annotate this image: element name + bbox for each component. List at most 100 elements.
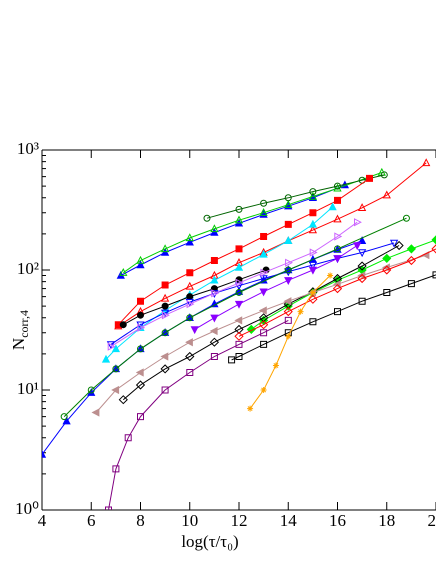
marker — [161, 386, 169, 394]
marker — [260, 268, 269, 277]
series-line — [42, 240, 363, 455]
marker — [308, 219, 318, 228]
marker — [235, 205, 243, 213]
x-tick-label: 8 — [136, 511, 145, 530]
marker — [210, 299, 219, 308]
marker — [135, 380, 146, 390]
marker — [309, 289, 316, 296]
marker — [389, 239, 399, 248]
x-tick-label: 20 — [428, 511, 436, 530]
series-line — [238, 248, 436, 337]
marker — [259, 249, 268, 258]
marker — [118, 395, 128, 405]
marker — [161, 281, 169, 289]
marker — [354, 218, 362, 227]
marker — [431, 244, 436, 254]
marker — [308, 266, 318, 275]
marker — [105, 506, 112, 510]
marker — [394, 240, 404, 251]
marker — [210, 275, 219, 284]
marker — [211, 289, 220, 298]
marker — [334, 196, 341, 204]
marker — [190, 326, 199, 335]
marker — [309, 188, 317, 196]
marker — [260, 340, 268, 348]
marker — [357, 261, 367, 271]
marker — [161, 311, 170, 320]
marker — [283, 297, 292, 306]
marker — [160, 293, 170, 302]
plot-area — [42, 158, 436, 510]
marker — [62, 416, 71, 425]
marker — [161, 302, 169, 310]
marker — [235, 245, 243, 253]
marker — [382, 265, 392, 275]
marker — [357, 236, 367, 244]
marker — [186, 369, 194, 376]
marker — [186, 293, 194, 301]
marker — [91, 408, 100, 417]
marker — [357, 249, 367, 258]
marker — [357, 203, 367, 211]
marker — [210, 257, 218, 264]
series-line — [108, 319, 289, 510]
y-label-sub: corr,4 — [17, 310, 31, 338]
marker — [210, 314, 219, 323]
marker — [42, 449, 47, 458]
marker — [124, 434, 132, 442]
marker — [258, 306, 267, 315]
marker — [235, 353, 243, 360]
series-line — [105, 206, 333, 360]
marker — [209, 326, 218, 336]
marker — [234, 300, 244, 309]
y-axis-label: Ncorr,4 — [9, 310, 31, 350]
x-tick-label: 16 — [329, 511, 346, 530]
marker — [185, 237, 194, 246]
series-line — [122, 245, 400, 401]
marker — [358, 297, 366, 305]
marker — [161, 329, 169, 337]
marker — [283, 306, 293, 317]
marker — [185, 338, 193, 347]
marker — [203, 214, 211, 222]
marker — [119, 321, 127, 329]
marker — [407, 280, 415, 288]
marker — [87, 386, 95, 394]
marker — [234, 331, 244, 341]
marker — [234, 316, 243, 325]
marker — [234, 324, 244, 335]
marker — [258, 320, 269, 330]
marker — [406, 255, 417, 266]
series-line — [110, 221, 358, 348]
x-tick-label: 14 — [280, 511, 298, 530]
marker — [185, 233, 194, 242]
marker — [333, 183, 342, 192]
marker — [284, 194, 292, 202]
marker — [112, 365, 120, 373]
marker — [160, 352, 169, 361]
marker — [136, 255, 145, 264]
marker — [406, 244, 417, 254]
y-tick-label: 10² — [17, 259, 39, 278]
marker — [111, 344, 121, 353]
marker — [210, 224, 219, 233]
series-line — [231, 274, 436, 361]
marker — [119, 268, 128, 276]
marker — [297, 308, 304, 315]
series-line — [120, 184, 346, 276]
marker — [160, 364, 170, 374]
marker — [357, 273, 367, 284]
marker — [366, 174, 373, 182]
marker — [247, 405, 254, 412]
marker — [135, 368, 144, 377]
marker — [234, 262, 244, 271]
marker — [186, 269, 194, 277]
marker — [259, 275, 268, 284]
marker — [327, 272, 334, 279]
series-line — [194, 245, 358, 330]
marker — [259, 288, 268, 297]
marker — [333, 214, 342, 223]
marker — [60, 413, 68, 421]
x-axis-label: log(τ/τ₀) — [181, 532, 238, 551]
marker — [234, 215, 244, 224]
